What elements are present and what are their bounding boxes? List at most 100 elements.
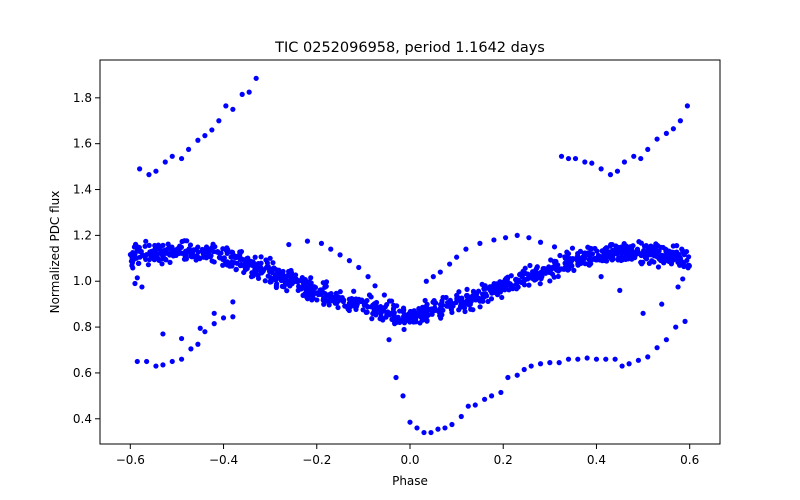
data-point bbox=[655, 264, 662, 270]
data-point bbox=[242, 267, 249, 273]
data-point bbox=[224, 250, 230, 256]
data-point bbox=[258, 254, 264, 260]
data-point bbox=[177, 243, 183, 249]
data-point bbox=[274, 275, 280, 282]
upper-point bbox=[645, 146, 651, 153]
data-point bbox=[132, 241, 139, 247]
off-band-point bbox=[423, 278, 429, 284]
upper-point bbox=[663, 130, 669, 136]
data-point bbox=[420, 309, 426, 315]
off-band-point bbox=[514, 232, 520, 238]
data-point bbox=[557, 252, 563, 259]
data-point bbox=[432, 307, 438, 314]
data-point bbox=[477, 304, 483, 310]
data-point bbox=[142, 253, 148, 259]
x-axis-ticks: −0.6 −0.4 −0.2 0.0 0.2 0.4 0.6 bbox=[116, 444, 699, 467]
lower-point bbox=[134, 358, 140, 365]
upper-point bbox=[614, 168, 621, 174]
data-point bbox=[381, 308, 387, 314]
y-tick-label: 1.6 bbox=[73, 137, 92, 151]
lower-point bbox=[449, 421, 455, 428]
data-point bbox=[323, 283, 329, 289]
data-point bbox=[291, 278, 297, 284]
data-point bbox=[179, 250, 185, 256]
lower-point bbox=[178, 356, 185, 362]
data-point bbox=[674, 249, 680, 255]
data-point bbox=[382, 304, 388, 310]
data-point bbox=[208, 247, 214, 253]
x-tick-label: −0.2 bbox=[302, 453, 331, 467]
off-band-point bbox=[551, 244, 558, 250]
data-point bbox=[167, 259, 173, 265]
data-point bbox=[337, 289, 343, 295]
y-axis-ticks: 0.4 0.6 0.8 1.0 1.2 1.4 1.6 1.8 bbox=[73, 91, 100, 426]
data-point bbox=[438, 315, 444, 321]
off-band-point bbox=[328, 246, 334, 252]
y-tick-label: 1.8 bbox=[73, 91, 92, 105]
data-point bbox=[326, 302, 332, 308]
data-point bbox=[538, 276, 544, 282]
lower-point bbox=[521, 366, 527, 373]
data-point bbox=[157, 247, 163, 253]
data-point bbox=[502, 287, 508, 293]
upper-point bbox=[146, 172, 152, 178]
upper-point bbox=[565, 155, 572, 162]
data-point bbox=[220, 246, 226, 252]
data-point bbox=[595, 255, 601, 261]
data-point bbox=[522, 277, 528, 283]
data-point bbox=[635, 249, 641, 255]
off-band-point bbox=[537, 239, 544, 245]
data-point bbox=[565, 267, 571, 273]
lower-point bbox=[472, 402, 478, 408]
data-point bbox=[501, 282, 507, 289]
data-point bbox=[454, 296, 460, 302]
upper-point bbox=[216, 118, 222, 124]
data-point bbox=[525, 271, 531, 277]
upper-point bbox=[153, 168, 159, 174]
off-band-point bbox=[197, 325, 203, 331]
lower-point bbox=[654, 345, 660, 351]
data-point bbox=[309, 297, 315, 303]
lower-point bbox=[673, 324, 679, 330]
data-point bbox=[466, 302, 472, 308]
upper-point bbox=[246, 89, 252, 95]
lower-point bbox=[619, 363, 625, 369]
lower-point bbox=[481, 396, 488, 402]
data-point bbox=[686, 254, 692, 260]
off-band-point bbox=[526, 235, 532, 241]
data-point bbox=[662, 256, 668, 262]
data-point bbox=[360, 307, 366, 313]
data-point bbox=[369, 316, 375, 322]
off-band-point bbox=[381, 292, 387, 298]
off-band-point bbox=[477, 240, 483, 246]
data-point bbox=[574, 257, 580, 264]
upper-point bbox=[239, 91, 245, 97]
lower-point bbox=[465, 403, 471, 409]
data-point bbox=[346, 300, 352, 306]
lower-point bbox=[202, 329, 208, 335]
off-band-point bbox=[430, 274, 436, 280]
lower-point bbox=[593, 356, 600, 362]
data-point bbox=[308, 290, 314, 296]
off-band-point bbox=[617, 287, 623, 293]
data-point bbox=[497, 279, 503, 285]
y-tick-label: 0.8 bbox=[73, 320, 92, 334]
off-band-point bbox=[337, 252, 343, 258]
off-band-point bbox=[267, 255, 273, 261]
data-point bbox=[212, 244, 218, 250]
lower-point bbox=[663, 337, 669, 343]
off-band-point bbox=[454, 254, 460, 260]
data-point bbox=[499, 294, 505, 301]
data-point bbox=[345, 306, 351, 312]
data-point bbox=[408, 313, 414, 319]
data-point bbox=[673, 255, 679, 261]
data-point bbox=[529, 269, 536, 275]
upper-point bbox=[589, 160, 595, 166]
data-point bbox=[603, 251, 609, 257]
data-point bbox=[575, 262, 581, 268]
upper-point bbox=[230, 106, 236, 112]
data-point bbox=[491, 280, 497, 287]
data-point bbox=[274, 281, 280, 287]
data-point bbox=[373, 304, 379, 310]
data-point bbox=[594, 248, 600, 254]
